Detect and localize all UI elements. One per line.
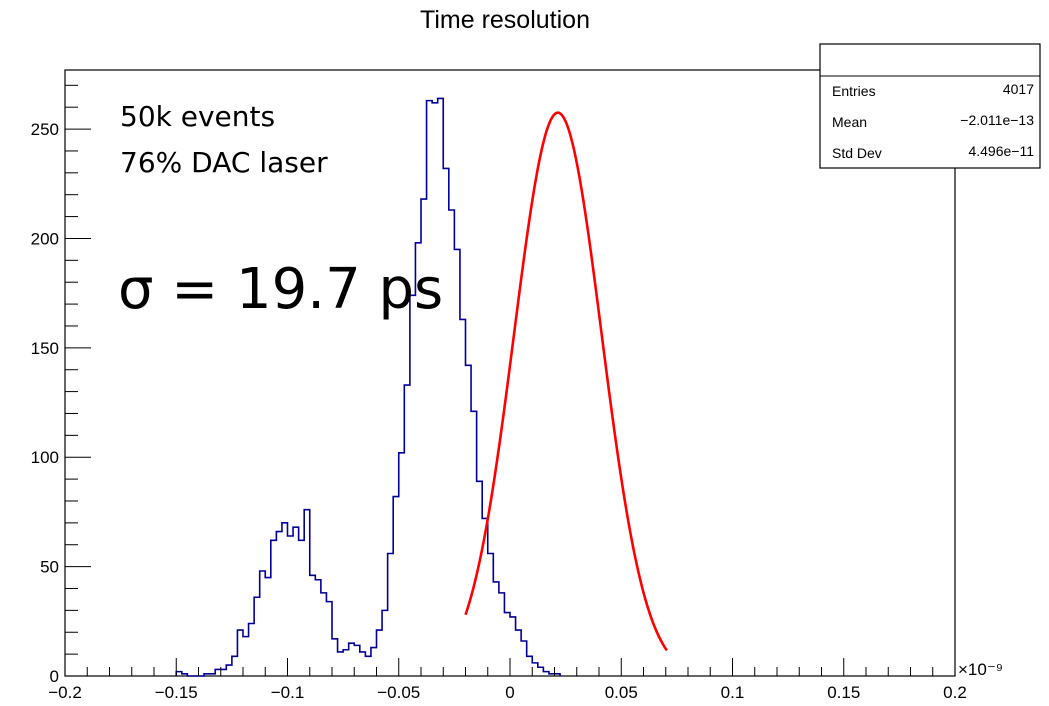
x-tick-label: −0.1 [271, 683, 305, 702]
y-tick-label: 50 [40, 558, 59, 577]
x-tick-label: −0.05 [377, 683, 420, 702]
y-tick-label: 150 [31, 339, 59, 358]
chart-title: Time resolution [420, 6, 590, 34]
gaussian-fit-curve [464, 111, 668, 652]
stats-box-frame [819, 43, 1041, 169]
y-tick-label: 200 [31, 229, 59, 248]
stats-box: Entries 4017 Mean −2.011e−13 Std Dev 4.4… [819, 43, 1041, 169]
stats-std-label: Std Dev [832, 145, 882, 161]
y-tick-label: 100 [31, 448, 59, 467]
y-axis: 0 50 100 150 200 250 [31, 84, 91, 686]
stats-entries-label: Entries [832, 83, 876, 99]
y-tick-label: 0 [50, 667, 59, 686]
stats-std-value: 4.496e−11 [968, 143, 1034, 159]
x-axis-exponent: ×10⁻⁹ [958, 660, 1003, 679]
x-axis: −0.2 −0.15 −0.1 −0.05 0 0.05 0.1 0.15 0.2 [48, 658, 967, 702]
annotation-laser: 76% DAC laser [120, 146, 328, 179]
x-tick-label: −0.15 [155, 683, 198, 702]
stats-entries-value: 4017 [1003, 81, 1034, 97]
x-tick-label: 0.1 [721, 683, 745, 702]
stats-mean-label: Mean [832, 114, 867, 130]
stats-mean-value: −2.011e−13 [960, 112, 1034, 128]
x-tick-label: 0.05 [605, 683, 638, 702]
x-tick-label: −0.2 [48, 683, 82, 702]
x-tick-label: 0 [505, 683, 514, 702]
x-tick-label: 0.15 [827, 683, 860, 702]
annotation-sigma: σ = 19.7 ps [118, 257, 443, 322]
histogram-line [175, 97, 561, 677]
y-tick-label: 250 [31, 120, 59, 139]
annotation-events: 50k events [120, 100, 275, 133]
x-tick-label: 0.2 [943, 683, 967, 702]
